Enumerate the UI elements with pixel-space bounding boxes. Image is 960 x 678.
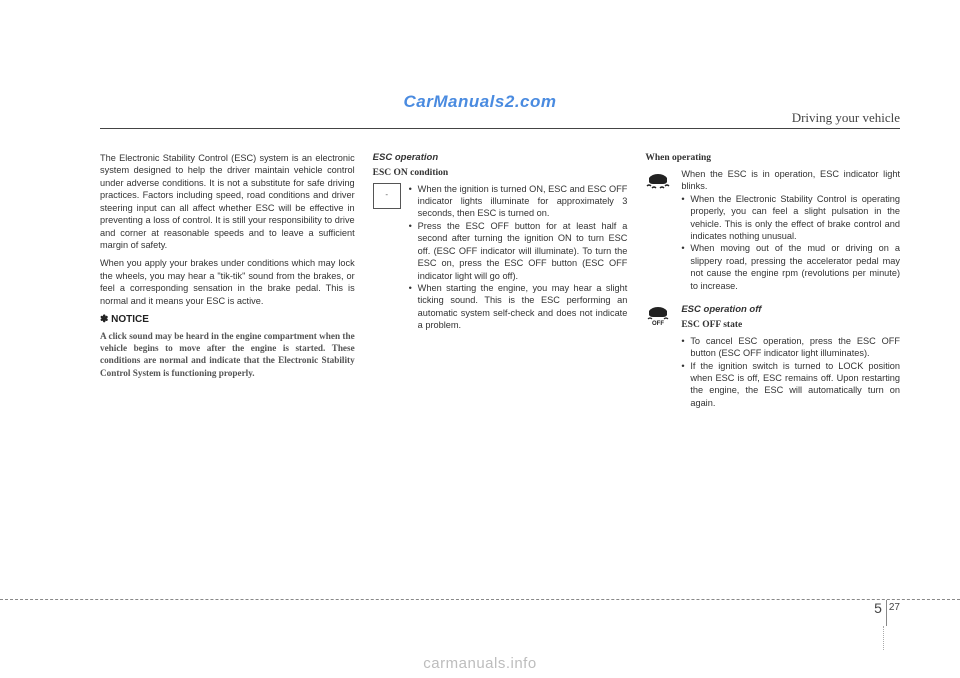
col1-para1: The Electronic Stability Control (ESC) s… [100,152,355,251]
col3-bullet-4: •To cancel ESC operation, press the ESC … [681,335,900,360]
col2-bullet-2-text: Press the ESC OFF button for at least ha… [418,220,628,282]
top-watermark: CarManuals2.com [0,92,960,112]
col3-heading-off-state: ESC OFF state [681,319,900,332]
col3-bullets-1: When the ESC is in operation, ESC indica… [681,168,900,292]
col2-bullet-3-text: When starting the engine, you may hear a… [418,282,628,332]
notice-body: A click sound may be heard in the engine… [100,330,355,380]
esc-on-icon-cell [645,168,675,292]
col2-heading-operation: ESC operation [373,152,628,165]
col3-bullet-1-text: When the ESC is in operation, ESC indica… [681,168,900,193]
col3-off-body: ESC operation off ESC OFF state •To canc… [681,304,900,409]
col3-bullet-1: When the ESC is in operation, ESC indica… [681,168,900,193]
col3-bullet-2-text: When the Electronic Stability Control is… [690,193,900,243]
page-number: 5 27 [874,600,900,626]
column-2: ESC operation ESC ON condition - •When t… [373,152,628,409]
col3-icon-block-2: OFF ESC operation off ESC OFF state •To … [645,304,900,409]
col3-bullet-5: •If the ignition switch is turned to LOC… [681,360,900,410]
col2-icon-cell: - [373,183,403,332]
notice-heading: ✽ NOTICE [100,313,355,327]
esc-off-icon-cell: OFF [645,304,675,409]
col2-heading-on-condition: ESC ON condition [373,167,628,180]
col3-bullet-3-text: When moving out of the mud or driving on… [690,242,900,292]
col2-bullet-2: •Press the ESC OFF button for at least h… [409,220,628,282]
bottom-watermark: carmanuals.info [0,655,960,672]
chapter-number: 5 [874,600,882,616]
col2-bullet-1: •When the ignition is turned ON, ESC and… [409,183,628,220]
header-rule [100,128,900,129]
esc-off-icon: OFF [645,304,671,326]
col2-bullet-1-text: When the ignition is turned ON, ESC and … [418,183,628,220]
page-number-separator [886,600,887,626]
column-3: When operating When the ESC is in operat… [645,152,900,409]
col3-bullet-4-text: To cancel ESC operation, press the ESC O… [690,335,900,360]
page-number-value: 27 [889,602,900,613]
col3-section-off: OFF ESC operation off ESC OFF state •To … [645,304,900,409]
placeholder-icon: - [373,183,401,209]
manual-page: CarManuals2.com Driving your vehicle The… [0,0,960,678]
page-number-dots [883,626,884,650]
esc-car-skid-icon [645,168,671,190]
column-1: The Electronic Stability Control (ESC) s… [100,152,355,409]
col3-heading-operating: When operating [645,152,900,165]
col3-bullet-5-text: If the ignition switch is turned to LOCK… [690,360,900,410]
col3-bullet-3: •When moving out of the mud or driving o… [681,242,900,292]
col2-bullet-3: •When starting the engine, you may hear … [409,282,628,332]
col3-bullet-2: •When the Electronic Stability Control i… [681,193,900,243]
col2-icon-block: - •When the ignition is turned ON, ESC a… [373,183,628,332]
col1-para2: When you apply your brakes under conditi… [100,257,355,307]
col2-bullets: •When the ignition is turned ON, ESC and… [409,183,628,332]
section-header: Driving your vehicle [792,110,900,126]
content-columns: The Electronic Stability Control (ESC) s… [100,152,900,409]
footer-dashed-rule [0,599,960,600]
col3-icon-block-1: When the ESC is in operation, ESC indica… [645,168,900,292]
svg-text:OFF: OFF [652,321,664,326]
col3-heading-off: ESC operation off [681,304,900,317]
col3-section-operating: When operating When the ESC is in operat… [645,152,900,292]
